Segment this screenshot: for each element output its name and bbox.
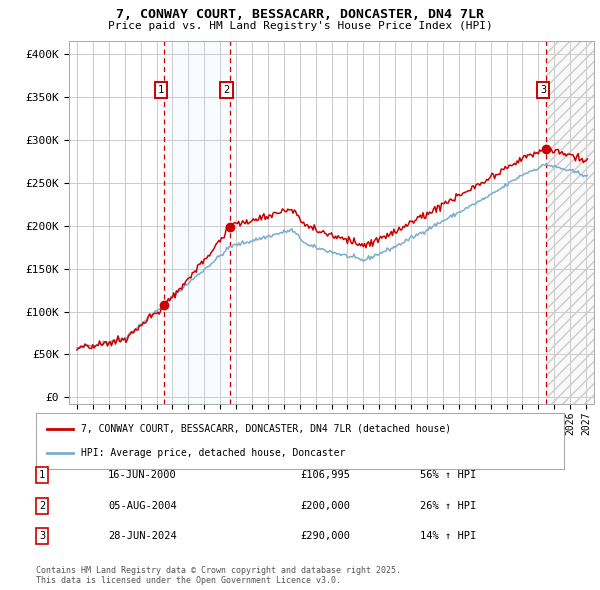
Bar	[164, 41, 230, 404]
Text: 2: 2	[39, 501, 45, 510]
Text: £200,000: £200,000	[300, 501, 350, 510]
Text: Contains HM Land Registry data © Crown copyright and database right 2025.
This d: Contains HM Land Registry data © Crown c…	[36, 566, 401, 585]
Text: 7, CONWAY COURT, BESSACARR, DONCASTER, DN4 7LR (detached house): 7, CONWAY COURT, BESSACARR, DONCASTER, D…	[81, 424, 451, 434]
Text: £106,995: £106,995	[300, 470, 350, 480]
Text: 3: 3	[540, 85, 546, 95]
Text: 26% ↑ HPI: 26% ↑ HPI	[420, 501, 476, 510]
Text: 16-JUN-2000: 16-JUN-2000	[108, 470, 177, 480]
Text: 1: 1	[158, 85, 164, 95]
Text: Price paid vs. HM Land Registry's House Price Index (HPI): Price paid vs. HM Land Registry's House …	[107, 21, 493, 31]
Text: 14% ↑ HPI: 14% ↑ HPI	[420, 532, 476, 541]
Text: HPI: Average price, detached house, Doncaster: HPI: Average price, detached house, Donc…	[81, 448, 345, 458]
Bar	[546, 41, 594, 404]
Text: 05-AUG-2004: 05-AUG-2004	[108, 501, 177, 510]
Text: 28-JUN-2024: 28-JUN-2024	[108, 532, 177, 541]
Bar	[546, 41, 594, 404]
Text: £290,000: £290,000	[300, 532, 350, 541]
Text: 1: 1	[39, 470, 45, 480]
Text: 7, CONWAY COURT, BESSACARR, DONCASTER, DN4 7LR: 7, CONWAY COURT, BESSACARR, DONCASTER, D…	[116, 8, 484, 21]
Text: 3: 3	[39, 532, 45, 541]
Text: 2: 2	[223, 85, 230, 95]
Text: 56% ↑ HPI: 56% ↑ HPI	[420, 470, 476, 480]
